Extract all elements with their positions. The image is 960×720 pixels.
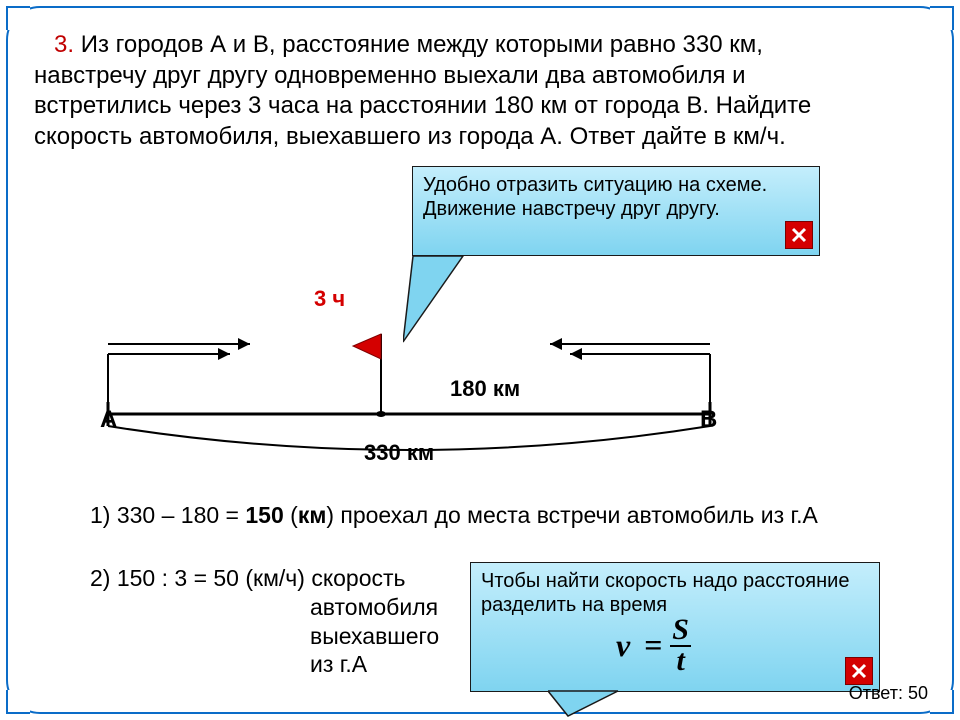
solution-step-2: 2) 150 : 3 = 50 (км/ч) скорость автомоби… xyxy=(90,564,462,679)
point-A-label: А xyxy=(100,406,117,434)
formula-denominator: t xyxy=(670,645,690,676)
step1-unit: км xyxy=(298,502,327,528)
answer-label: Ответ: 50 xyxy=(849,683,928,704)
distance-330-label: 330 км xyxy=(364,440,434,466)
formula-lhs: v xyxy=(616,627,630,664)
close-button[interactable] xyxy=(785,221,813,249)
step1-result: 150 xyxy=(245,502,283,528)
hint-callout2-text: Чтобы найти скорость надо расстояние раз… xyxy=(481,570,849,616)
slide-frame: 3. Из городов А и В, расстояние между ко… xyxy=(6,6,954,714)
step2-line1: 2) 150 : 3 = 50 (км/ч) скорость xyxy=(90,565,406,591)
formula-eq: = xyxy=(644,627,662,664)
answer-value: 50 xyxy=(908,683,928,703)
step2-line3: выехавшего xyxy=(310,622,462,651)
corner-bl xyxy=(6,690,30,714)
problem-line2: навстречу друг другу одновременно выехал… xyxy=(34,62,746,89)
step2-line2: автомобиля xyxy=(310,593,462,622)
flag-icon xyxy=(353,334,386,417)
hint-callout-text: Удобно отразить ситуацию на схеме. Движе… xyxy=(423,174,767,220)
problem-line3: встретились через 3 часа на расстоянии 1… xyxy=(34,92,811,119)
answer-prefix: Ответ: xyxy=(849,683,908,703)
step1-prefix: 1) 330 – 180 = xyxy=(90,502,245,528)
corner-tr xyxy=(930,6,954,30)
callout-tail-2 xyxy=(548,688,668,718)
problem-line1: Из городов А и В, расстояние между котор… xyxy=(74,31,763,58)
close-icon xyxy=(790,226,808,244)
speed-formula: v = S t xyxy=(616,616,691,675)
problem-text: 3. Из городов А и В, расстояние между ко… xyxy=(34,30,934,153)
hint-callout-scheme: Удобно отразить ситуацию на схеме. Движе… xyxy=(412,166,820,256)
formula-numerator: S xyxy=(672,616,689,645)
corner-br xyxy=(930,690,954,714)
solution-step-1: 1) 330 – 180 = 150 (км) проехал до места… xyxy=(90,502,818,529)
close-icon xyxy=(850,662,868,680)
close-button[interactable] xyxy=(845,657,873,685)
problem-line4: скорость автомобиля, выехавшего из город… xyxy=(34,123,786,150)
point-B-label: В xyxy=(700,406,717,434)
formula-fraction: S t xyxy=(670,616,690,675)
step1-suffix: ) проехал до места встречи автомобиль из… xyxy=(326,502,818,528)
problem-number: 3. xyxy=(54,31,74,58)
corner-tl xyxy=(6,6,30,30)
distance-180-label: 180 км xyxy=(450,376,520,402)
step2-line4: из г.А xyxy=(310,650,462,679)
step1-paren: ( xyxy=(284,502,298,528)
